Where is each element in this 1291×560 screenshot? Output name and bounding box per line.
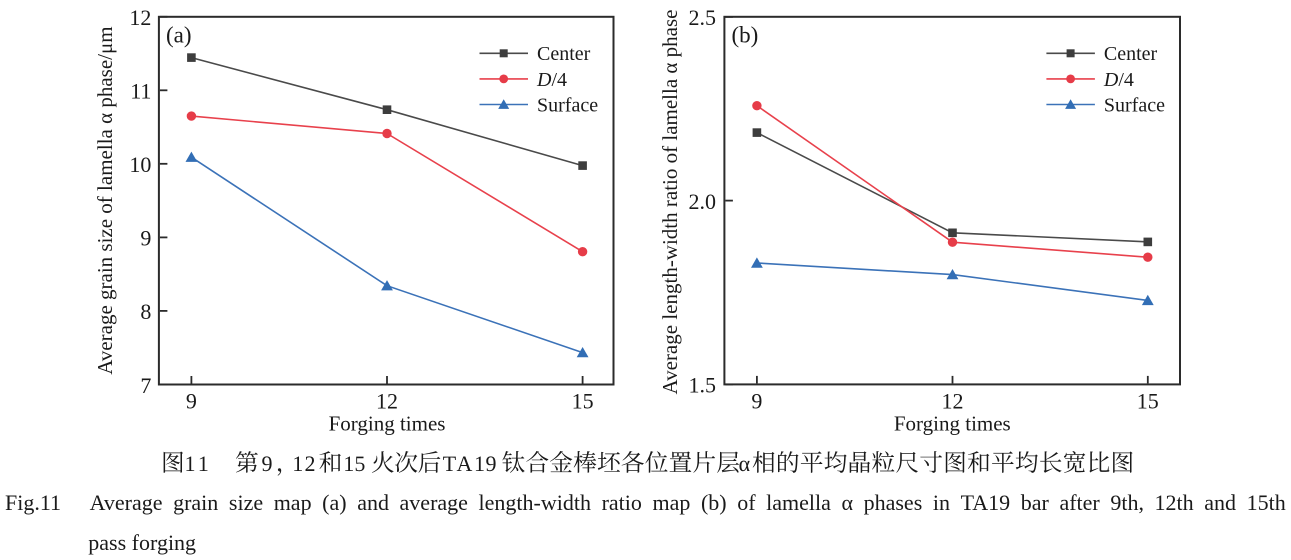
svg-text:Average length-width ratio of: Average length-width ratio of lamella α … [658, 10, 682, 395]
svg-text:Forging times: Forging times [894, 412, 1011, 436]
svg-text:11: 11 [130, 79, 151, 104]
svg-text:12: 12 [942, 389, 964, 414]
svg-text:9: 9 [140, 226, 151, 251]
svg-text:9: 9 [751, 389, 762, 414]
svg-text:Average grain size of lamella: Average grain size of lamella α phase/μm [93, 26, 117, 374]
svg-text:Surface: Surface [1104, 94, 1165, 116]
svg-text:12: 12 [129, 5, 151, 30]
svg-text:Forging times: Forging times [329, 412, 446, 436]
svg-text:(a): (a) [166, 23, 192, 48]
svg-text:15: 15 [572, 389, 594, 414]
svg-text:2.5: 2.5 [689, 5, 717, 30]
svg-text:8: 8 [140, 299, 151, 324]
svg-text:D/4: D/4 [1103, 69, 1134, 91]
svg-text:12: 12 [376, 389, 398, 414]
svg-text:2.0: 2.0 [689, 189, 717, 214]
svg-text:(b): (b) [732, 23, 759, 48]
svg-text:Center: Center [537, 43, 591, 65]
svg-text:1.5: 1.5 [689, 373, 717, 398]
svg-text:D/4: D/4 [536, 69, 567, 91]
svg-text:7: 7 [140, 373, 151, 398]
svg-text:Surface: Surface [537, 94, 598, 116]
svg-text:15: 15 [1137, 389, 1159, 414]
svg-text:9: 9 [186, 389, 197, 414]
svg-text:10: 10 [129, 152, 151, 177]
svg-text:Center: Center [1104, 43, 1158, 65]
